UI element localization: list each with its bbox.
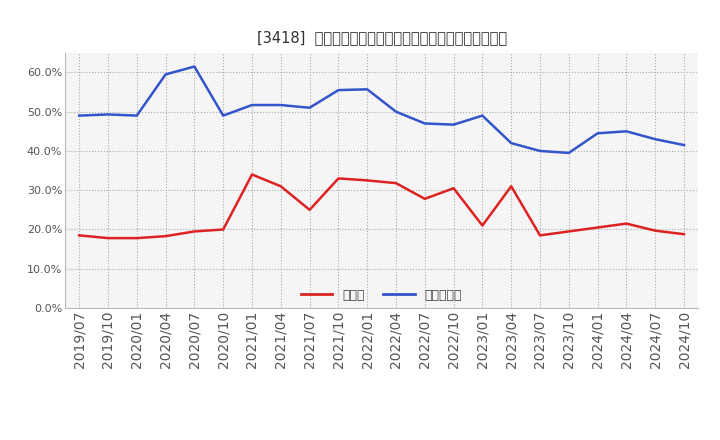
Legend: 現須金, 有利子負債: 現須金, 有利子負債	[296, 284, 467, 307]
Title: [3418]  現須金、有利子負債の総資産に対する比率の推移: [3418] 現須金、有利子負債の総資産に対する比率の推移	[256, 29, 507, 45]
